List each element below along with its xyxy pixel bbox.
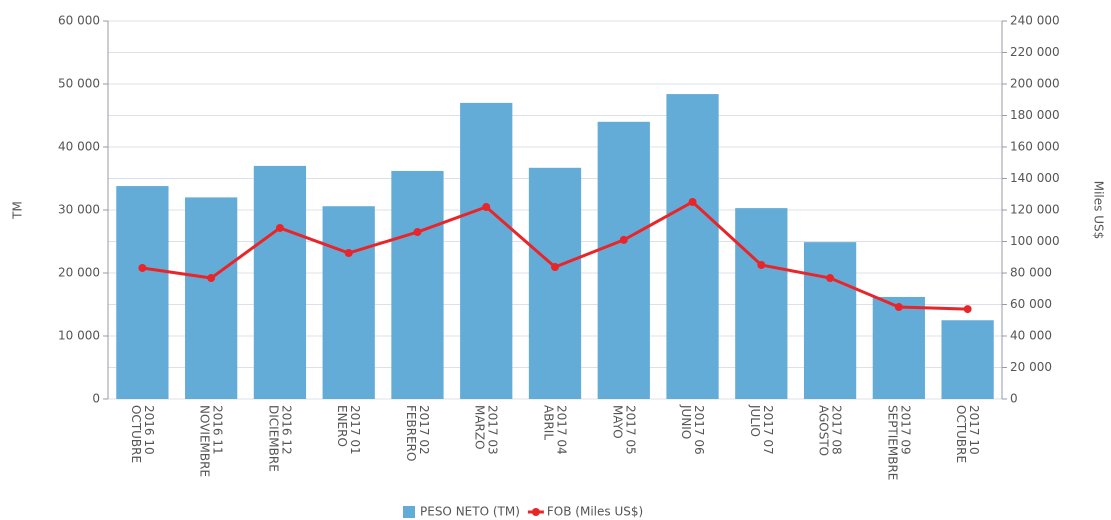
- x-tick-label: 2016 10: [142, 405, 156, 455]
- y-tick-label: 50 000: [58, 77, 100, 91]
- point: [894, 303, 903, 312]
- y2-tick-label: 180 000: [1010, 108, 1060, 122]
- x-tick-label: DICIEMBRE: [266, 405, 280, 472]
- y-tick-label: 10 000: [58, 329, 100, 343]
- y2-tick-label: 220 000: [1010, 45, 1060, 59]
- y2-tick-label: 160 000: [1010, 140, 1060, 154]
- legend-label: PESO NETO (TM): [420, 505, 520, 519]
- x-tick-label: MAYO: [610, 405, 624, 439]
- bar: [941, 320, 994, 399]
- x-tick-label: 2017 09: [898, 405, 912, 455]
- x-tick-label: NOVIEMBRE: [198, 405, 212, 477]
- x-tick-label: JUNIO: [679, 404, 693, 439]
- y2-tick-label: 0: [1010, 392, 1018, 406]
- y2-tick-label: 240 000: [1010, 14, 1060, 28]
- point: [482, 203, 491, 212]
- point: [757, 260, 766, 269]
- point: [963, 305, 972, 314]
- legend-swatch: [531, 508, 540, 516]
- bar: [597, 121, 650, 400]
- y-tick-label: 60 000: [58, 14, 100, 28]
- x-tick-label: MARZO: [473, 405, 487, 450]
- x-tick-label: 2017 01: [348, 405, 362, 455]
- point: [207, 274, 216, 283]
- y-tick-label: 40 000: [58, 140, 100, 154]
- point: [619, 235, 628, 244]
- y2-tick-label: 200 000: [1010, 77, 1060, 91]
- y2-tick-label: 60 000: [1010, 297, 1052, 311]
- bar: [528, 167, 582, 399]
- bar: [803, 242, 857, 399]
- y2-tick-label: 20 000: [1010, 360, 1052, 374]
- x-tick-label: 2016 12: [279, 405, 293, 455]
- x-tick-label: OCTUBRE: [129, 405, 143, 463]
- legend-swatch: [403, 506, 415, 518]
- bar: [666, 94, 719, 399]
- point: [551, 263, 559, 272]
- y2-axis-label: Miles US$: [1092, 181, 1106, 240]
- bar: [116, 186, 169, 399]
- x-tick-label: 2017 06: [692, 405, 706, 455]
- y2-tick-label: 80 000: [1010, 266, 1052, 280]
- x-tick-label: ENERO: [335, 405, 349, 447]
- bar: [735, 208, 788, 399]
- x-tick-label: JULIO: [748, 404, 762, 437]
- x-tick-label: 2017 04: [555, 405, 569, 455]
- bar: [185, 197, 238, 399]
- x-tick-label: 2017 05: [623, 405, 637, 455]
- bar: [391, 170, 444, 399]
- bar: [253, 165, 307, 399]
- y2-tick-label: 100 000: [1010, 234, 1060, 248]
- point: [688, 197, 697, 206]
- x-tick-label: AGOSTO: [817, 405, 831, 456]
- x-tick-label: 2017 03: [486, 405, 500, 455]
- y-tick-label: 0: [92, 392, 100, 406]
- y2-tick-label: 40 000: [1010, 329, 1052, 343]
- y2-tick-label: 120 000: [1010, 203, 1060, 217]
- y2-tick-label: 140 000: [1010, 171, 1060, 185]
- point: [275, 223, 284, 232]
- x-tick-label: SEPTIEMBRE: [885, 405, 899, 480]
- y-tick-label: 30 000: [58, 203, 100, 217]
- y-tick-label: 20 000: [58, 266, 100, 280]
- x-tick-label: FEBRERO: [404, 405, 418, 461]
- bar: [872, 296, 925, 399]
- legend-label: FOB (Miles US$): [547, 505, 643, 519]
- x-tick-label: 2017 02: [417, 405, 431, 455]
- x-tick-label: OCTUBRE: [954, 405, 968, 463]
- point: [138, 263, 147, 272]
- point: [344, 248, 353, 257]
- y-axis-label: TM: [11, 201, 25, 220]
- x-tick-label: 2016 11: [211, 405, 225, 455]
- x-tick-label: 2017 07: [761, 405, 775, 455]
- x-tick-label: ABRIL: [542, 405, 556, 440]
- x-tick-label: 2017 10: [967, 405, 981, 455]
- point: [826, 274, 835, 283]
- bar: [460, 102, 513, 400]
- bar: [322, 206, 375, 399]
- x-tick-label: 2017 08: [830, 405, 844, 455]
- point: [413, 228, 422, 237]
